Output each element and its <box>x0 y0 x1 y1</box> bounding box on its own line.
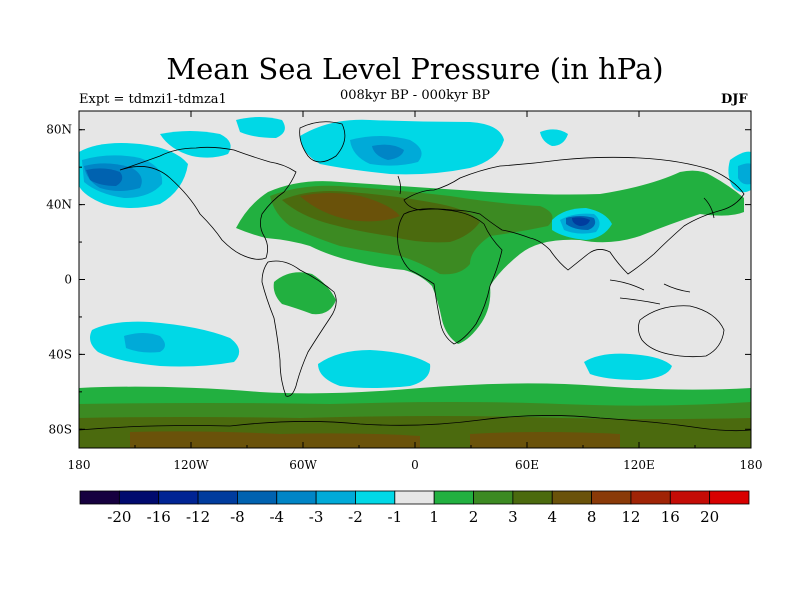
colorbar-swatch <box>630 490 671 505</box>
colorbar-label: 1 <box>429 508 439 526</box>
south-indian-low <box>584 353 672 380</box>
colorbar-swatch <box>394 490 435 505</box>
south-america-high <box>273 272 336 315</box>
coastline-australia <box>638 305 725 358</box>
y-tick-label: 40N <box>46 198 72 212</box>
y-tick-label: 0 <box>64 273 72 287</box>
season-label: DJF <box>721 92 748 107</box>
coastline-africa <box>397 208 503 345</box>
colorbar-label: -8 <box>230 508 245 526</box>
coastline-greenland <box>299 121 346 163</box>
colorbar-label: 4 <box>547 508 557 526</box>
colorbar-swatch <box>709 490 750 505</box>
colorbar-swatch <box>473 490 514 505</box>
colorbar-swatch <box>551 490 592 505</box>
colorbar-swatch <box>158 490 199 505</box>
x-tick-label: 120W <box>173 458 209 472</box>
colorbar-swatch <box>669 490 711 505</box>
x-tick-label: 180 <box>68 458 91 472</box>
y-tick-label: 80S <box>49 422 73 436</box>
colorbar-label: 2 <box>469 508 479 526</box>
colorbar-swatch <box>355 490 396 505</box>
colorbar <box>79 490 750 505</box>
experiment-label: Expt = tdmzi1-tdmza1 <box>79 92 227 107</box>
x-tick-label: 60W <box>289 458 317 472</box>
coastline-uk <box>397 175 402 195</box>
north-pacific-low-east-2 <box>738 163 751 185</box>
coastline-eurasia <box>403 156 745 275</box>
colorbar-label: -16 <box>147 508 171 526</box>
colorbar-swatch <box>315 490 356 505</box>
coastline-antarctica <box>79 415 751 432</box>
colorbar-label: -2 <box>348 508 363 526</box>
arctic-low-east <box>540 129 568 146</box>
north-america-low <box>160 131 231 158</box>
colorbar-label: -3 <box>309 508 324 526</box>
colorbar-label: -20 <box>107 508 131 526</box>
colorbar-label: -12 <box>186 508 210 526</box>
coastline-south-america <box>261 260 337 397</box>
tibet-low-4 <box>572 217 590 226</box>
colorbar-labels: -20 -16 -12 -8 -4 -3 -2 -1 1 2 3 4 8 12 16 20 <box>107 508 719 526</box>
colorbar-swatch <box>591 490 632 505</box>
antarctica-high-8 <box>130 431 420 448</box>
x-axis-labels: 180 120W 60W 0 60E 120E 180 <box>68 458 763 472</box>
coastline-japan <box>703 197 715 219</box>
x-tick-label: 60E <box>515 458 539 472</box>
coastlines <box>79 121 751 432</box>
antarctica-high-8b <box>470 432 620 448</box>
chart-title: Mean Sea Level Pressure (in hPa) <box>166 52 664 86</box>
period-label: 008kyr BP - 000kyr BP <box>339 88 491 103</box>
colorbar-swatch <box>237 490 278 505</box>
colorbar-label: 12 <box>621 508 640 526</box>
eurasia-high-8 <box>300 193 400 222</box>
south-pacific-low-2 <box>124 333 165 353</box>
south-atlantic-low <box>318 350 431 388</box>
colorbar-swatch <box>79 490 120 505</box>
coastline-indonesia <box>609 279 691 305</box>
colorbar-swatch <box>276 490 317 505</box>
colorbar-label: 3 <box>508 508 518 526</box>
colorbar-label: -4 <box>269 508 284 526</box>
x-tick-label: 120E <box>623 458 655 472</box>
x-tick-label: 0 <box>411 458 419 472</box>
colorbar-label: -1 <box>388 508 403 526</box>
colorbar-label: 20 <box>700 508 719 526</box>
colorbar-swatch <box>118 490 160 505</box>
colorbar-swatch <box>433 490 474 505</box>
colorbar-label: 8 <box>587 508 597 526</box>
north-pacific-low-4 <box>86 168 123 186</box>
colorbar-swatch <box>197 490 238 505</box>
axis-ticks <box>78 111 752 448</box>
y-tick-label: 80N <box>46 123 72 137</box>
y-tick-label: 40S <box>49 347 73 361</box>
coastline-north-america <box>119 146 297 260</box>
x-tick-label: 180 <box>740 458 763 472</box>
arctic-low-west <box>236 117 285 138</box>
y-axis-labels: 80N 40N 0 40S 80S <box>46 123 72 437</box>
colorbar-label: 16 <box>661 508 680 526</box>
colorbar-swatch <box>512 490 553 505</box>
north-atlantic-low-3 <box>372 144 404 160</box>
